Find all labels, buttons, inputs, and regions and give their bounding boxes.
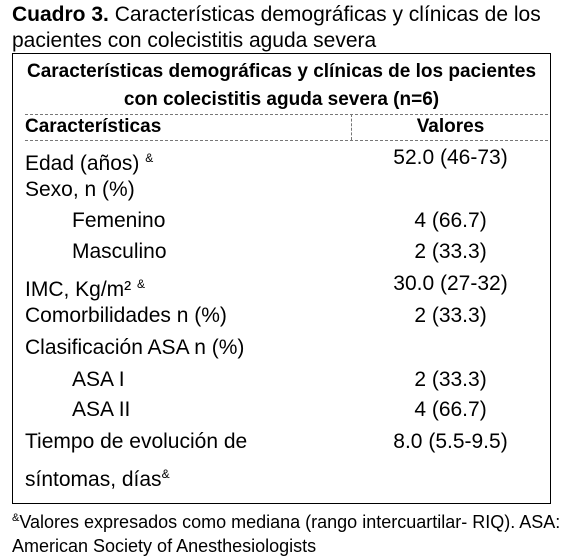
table-row: Edad (años) & 52.0 (46-73): [13, 142, 550, 175]
footnote-text: Valores expresados como mediana (rango i…: [12, 512, 561, 556]
table-row: IMC, Kg/m² & 30.0 (27-32): [13, 268, 550, 301]
table-footnote: &Valores expresados como mediana (rango …: [12, 506, 562, 558]
row-label: Clasificación ASA n (%): [25, 336, 245, 359]
table-row: Masculino 2 (33.3): [13, 236, 550, 268]
table-title: Características demográficas y clínicas …: [26, 61, 537, 110]
header-column-separator: [351, 114, 352, 140]
demographics-table: Características demográficas y clínicas …: [12, 53, 551, 504]
row-label: Femenino: [72, 209, 166, 232]
table-caption: Cuadro 3. Características demográficas y…: [12, 2, 557, 54]
row-value: 2 (33.3): [414, 240, 487, 263]
row-label: Masculino: [72, 240, 167, 263]
caption-label: Cuadro 3.: [12, 3, 109, 26]
row-value: 52.0 (46-73): [393, 146, 508, 169]
footnote-mark: &: [12, 512, 20, 524]
row-label: ASA I: [72, 368, 125, 391]
table-row: Sexo, n (%): [13, 174, 550, 206]
row-value: 30.0 (27-32): [393, 272, 508, 295]
table-row: Clasificación ASA n (%): [13, 332, 550, 364]
table-row: Comorbilidades n (%) 2 (33.3): [13, 300, 550, 332]
row-label: Tiempo de evolución de: [25, 430, 248, 453]
row-label: IMC, Kg/m² &: [25, 277, 146, 301]
header-characteristics: Características: [25, 116, 162, 137]
row-label: ASA II: [72, 398, 131, 421]
row-value: 2 (33.3): [414, 304, 487, 327]
row-label: síntomas, días&: [25, 467, 170, 491]
row-label: Sexo, n (%): [25, 178, 135, 201]
row-value: 8.0 (5.5-9.5): [393, 430, 508, 453]
table-row: síntomas, días&: [13, 458, 550, 491]
row-label: Comorbilidades n (%): [25, 304, 227, 327]
header-values: Valores: [416, 116, 485, 137]
row-value: 2 (33.3): [414, 368, 487, 391]
table-row: Femenino 4 (66.7): [13, 205, 550, 237]
row-value: 4 (66.7): [414, 398, 487, 421]
header-bottom-rule: [25, 140, 548, 141]
table-row: Tiempo de evolución de 8.0 (5.5-9.5): [13, 426, 550, 458]
caption-text: Características demográficas y clínicas …: [12, 3, 541, 52]
table-row: ASA II 4 (66.7): [13, 394, 550, 426]
row-value: 4 (66.7): [414, 209, 487, 232]
table-row: ASA I 2 (33.3): [13, 364, 550, 396]
row-label: Edad (años) &: [25, 151, 154, 175]
header-top-rule: [25, 114, 548, 115]
